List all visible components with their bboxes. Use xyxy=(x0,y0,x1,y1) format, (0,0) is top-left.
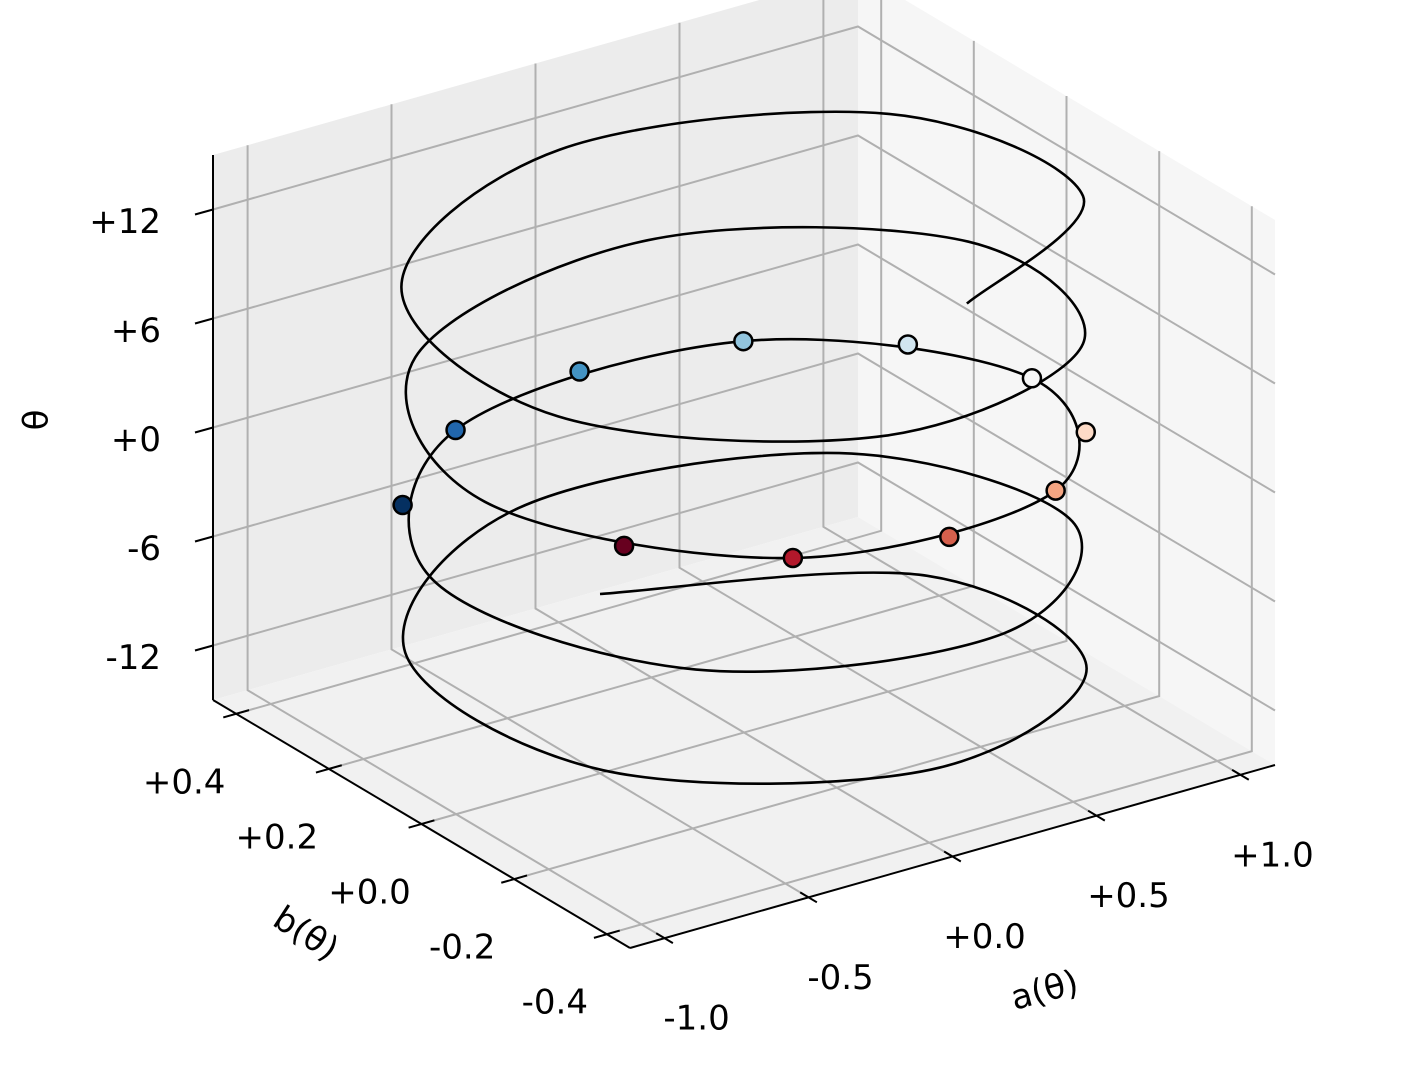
z-tick xyxy=(194,208,214,216)
y-tick-label: +0.0 xyxy=(328,873,411,913)
axes xyxy=(194,155,1276,949)
point xyxy=(782,547,804,569)
grid-line xyxy=(212,25,1276,276)
labels: -1.0-0.5+0.0+0.5+1.0-0.4-0.2+0.0+0.2+0.4… xyxy=(89,202,1313,1039)
z-tick xyxy=(194,644,214,652)
z-tick xyxy=(194,426,214,434)
grid-line xyxy=(678,22,1098,817)
grid-line xyxy=(822,0,1241,776)
point xyxy=(733,330,754,352)
grid-line xyxy=(212,352,1276,603)
y-tick-label: -0.4 xyxy=(522,983,588,1023)
x-tick-label: +0.5 xyxy=(1087,876,1170,916)
point xyxy=(1045,480,1066,501)
z-tick xyxy=(194,535,214,543)
grid-line xyxy=(534,63,954,858)
panes xyxy=(213,0,1275,948)
point xyxy=(392,494,413,516)
z-tick-label: +0 xyxy=(111,420,161,460)
x-axis-label: a(θ) xyxy=(1007,962,1083,1018)
point xyxy=(897,334,919,355)
point xyxy=(569,361,590,382)
curve xyxy=(400,110,1088,786)
grid-line xyxy=(212,243,1276,494)
y-tick-label: +0.2 xyxy=(236,817,319,857)
point xyxy=(1075,421,1097,443)
y-tick-label: -0.2 xyxy=(429,928,495,968)
marks xyxy=(392,110,1097,786)
z-tick-label: +6 xyxy=(111,311,161,351)
y-tick-label: +0.4 xyxy=(143,762,226,802)
grid-line xyxy=(513,151,1161,881)
grid-line xyxy=(212,461,1276,712)
point xyxy=(939,526,960,548)
z-tick-label: -12 xyxy=(105,638,161,678)
x-axis-line xyxy=(629,764,1276,949)
x-tick-label: -0.5 xyxy=(807,958,873,998)
z-axis-label: θ xyxy=(17,410,57,431)
x-tick-label: +1.0 xyxy=(1231,835,1314,875)
x-tick-label: +0.0 xyxy=(943,917,1026,957)
point xyxy=(1021,368,1043,389)
grid-line xyxy=(421,96,1068,825)
grid-line xyxy=(212,134,1276,385)
z-tick-label: -6 xyxy=(127,529,161,569)
x-tick-label: -1.0 xyxy=(663,999,729,1039)
point xyxy=(445,419,466,441)
point xyxy=(613,535,635,557)
z-tick-label: +12 xyxy=(89,202,161,242)
grid-line xyxy=(606,206,1253,936)
y-axis-line xyxy=(212,699,631,949)
grid-line xyxy=(390,104,810,899)
grid-line xyxy=(246,145,666,940)
z-tick xyxy=(194,317,214,325)
grid-line xyxy=(235,0,883,715)
